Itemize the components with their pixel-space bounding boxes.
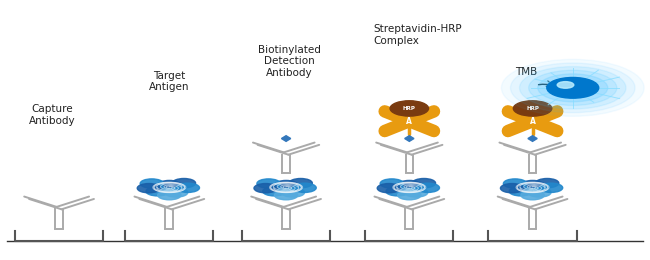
Circle shape: [380, 179, 404, 188]
Circle shape: [503, 179, 526, 188]
Circle shape: [528, 70, 617, 105]
Text: HRP: HRP: [526, 106, 539, 111]
Text: Biotinylated
Detection
Antibody: Biotinylated Detection Antibody: [258, 45, 320, 78]
Circle shape: [412, 178, 436, 188]
Circle shape: [281, 188, 305, 197]
Circle shape: [158, 191, 181, 200]
Circle shape: [547, 77, 599, 98]
Circle shape: [521, 191, 544, 200]
Circle shape: [172, 178, 196, 188]
Circle shape: [521, 180, 544, 190]
Circle shape: [519, 67, 626, 109]
Circle shape: [377, 184, 400, 193]
Circle shape: [540, 183, 563, 192]
Circle shape: [501, 59, 644, 116]
Text: Streptavidin-HRP
Complex: Streptavidin-HRP Complex: [374, 24, 462, 46]
Circle shape: [514, 101, 552, 116]
Polygon shape: [405, 136, 414, 141]
Circle shape: [263, 187, 286, 196]
Circle shape: [538, 74, 608, 102]
Circle shape: [416, 183, 439, 192]
Circle shape: [140, 179, 164, 188]
Circle shape: [557, 82, 574, 88]
Circle shape: [274, 180, 298, 190]
Circle shape: [536, 178, 559, 188]
Polygon shape: [281, 136, 291, 141]
Text: A: A: [530, 117, 536, 126]
Circle shape: [398, 191, 421, 200]
Circle shape: [390, 101, 428, 116]
Circle shape: [293, 183, 317, 192]
Text: Target
Antigen: Target Antigen: [149, 70, 190, 92]
Circle shape: [289, 178, 313, 188]
Circle shape: [509, 187, 532, 196]
Text: Capture
Antibody: Capture Antibody: [29, 104, 76, 126]
Text: TMB: TMB: [515, 68, 537, 77]
Circle shape: [176, 183, 200, 192]
Circle shape: [257, 179, 280, 188]
Polygon shape: [528, 136, 537, 141]
Circle shape: [158, 180, 181, 190]
Circle shape: [146, 187, 170, 196]
Circle shape: [510, 63, 635, 113]
Circle shape: [386, 187, 410, 196]
Circle shape: [528, 188, 551, 197]
Circle shape: [274, 191, 298, 200]
Circle shape: [404, 188, 428, 197]
Circle shape: [254, 184, 278, 193]
Text: HRP: HRP: [403, 106, 416, 111]
Circle shape: [137, 184, 161, 193]
Circle shape: [500, 184, 524, 193]
Circle shape: [164, 188, 188, 197]
Text: A: A: [406, 117, 412, 126]
Circle shape: [398, 180, 421, 190]
Circle shape: [547, 77, 599, 98]
